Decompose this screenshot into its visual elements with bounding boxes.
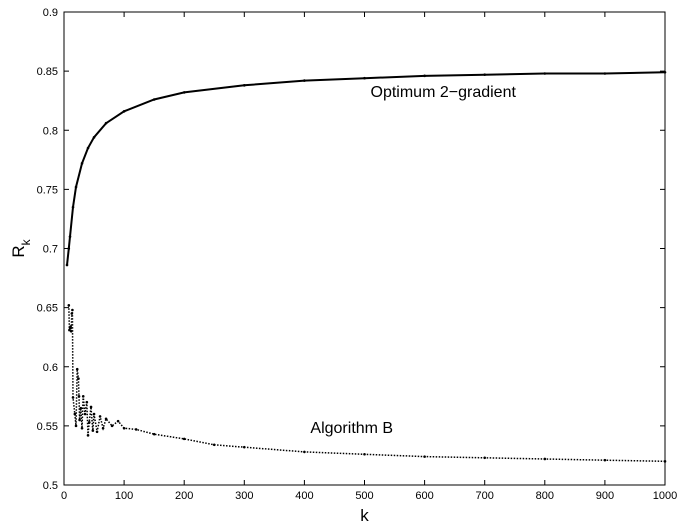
series-optimum [65,71,667,267]
x-tick-label: 100 [115,490,133,502]
y-tick-label: 0.6 [43,362,58,374]
y-axis-label-subscript: k [19,238,33,245]
y-tick-label: 0.5 [43,480,58,492]
x-tick-label: 500 [355,490,373,502]
plot-frame [63,11,666,486]
series-algorithm-b [67,303,667,463]
series-trace [66,71,666,266]
x-tick-label: 600 [415,490,433,502]
y-tick-label: 0.75 [37,184,58,196]
y-tick-label: 0.65 [37,303,58,315]
x-tick-label: 1000 [653,490,677,502]
x-tick-label: 0 [61,490,67,502]
y-tick-label: 0.7 [43,244,58,256]
y-axis-label: Rk [9,238,33,257]
x-tick-label: 200 [175,490,193,502]
annotation-algorithm-b: Algorithm B [310,420,393,437]
y-axis-label-main: R [9,245,28,257]
x-tick-label: 700 [476,490,494,502]
x-tick-label: 900 [596,490,614,502]
x-tick-label: 300 [235,490,253,502]
y-tick-label: 0.55 [37,421,58,433]
y-tick-label: 0.8 [43,125,58,137]
x-axis-label: k [360,506,369,525]
x-tick-label: 400 [295,490,313,502]
series-trace [68,305,666,463]
y-tick-label: 0.9 [43,7,58,19]
data-points [65,71,667,463]
ticks: 0 100 200 300 400 500 600 700 800 900 1000 0.5 0.55 0… [37,7,677,502]
x-tick-label: 800 [536,490,554,502]
y-tick-label: 0.85 [37,66,58,78]
annotation-optimum-2-gradient: Optimum 2−gradient [371,84,517,101]
